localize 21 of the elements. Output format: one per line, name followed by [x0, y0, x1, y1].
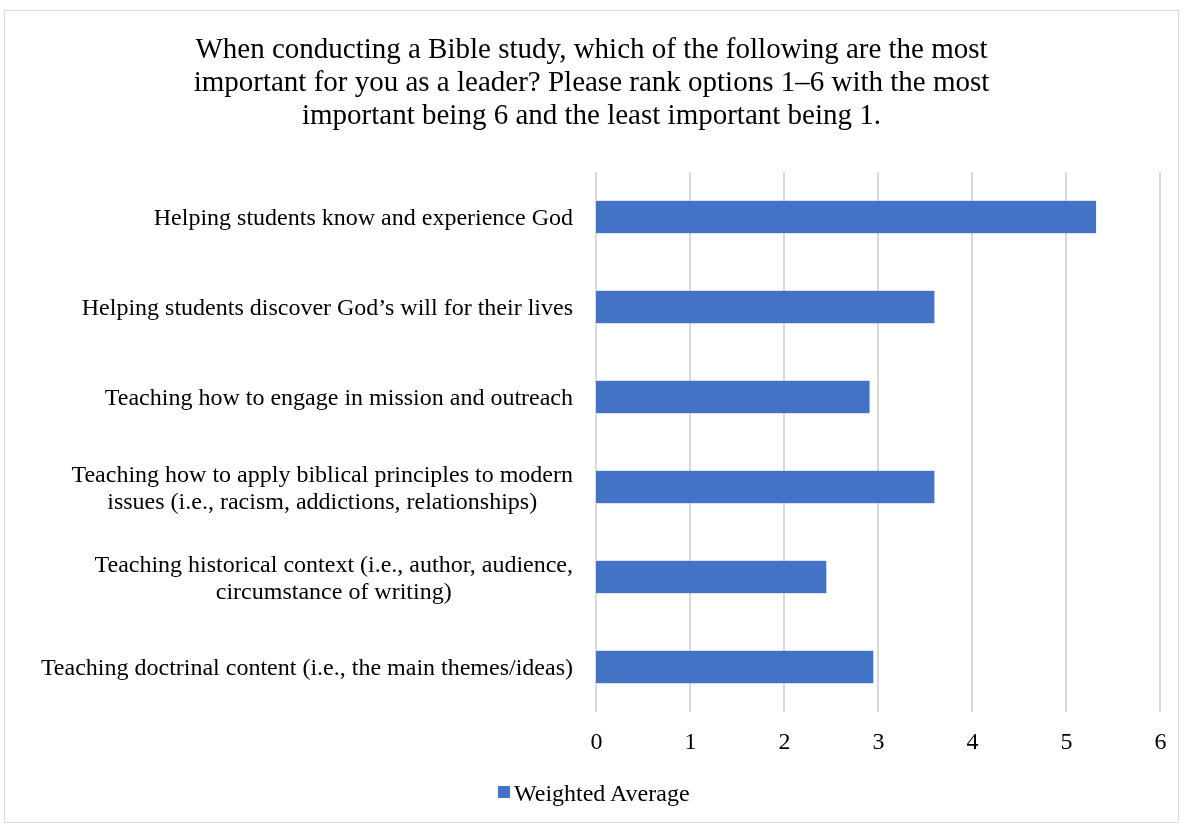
x-tick-label: 1 — [684, 728, 697, 755]
bar — [596, 380, 870, 414]
x-tick-label: 2 — [778, 728, 791, 755]
chart-title: When conducting a Bible study, which of the following are the most important for you as a leader? Please rank options 1–6 with the most important being 6 and the least important being 1. — [193, 32, 990, 130]
x-tick-label: 6 — [1154, 728, 1167, 755]
bar — [596, 470, 935, 504]
x-tick-label: 3 — [872, 728, 885, 755]
bar — [596, 200, 1097, 234]
x-tick-label: 4 — [966, 728, 979, 755]
x-tick-label: 0 — [590, 728, 603, 755]
y-tick-label: Helping students discover God’s will for their lives — [81, 294, 573, 320]
legend-label: Weighted Average — [514, 780, 690, 806]
x-tick-label: 5 — [1060, 728, 1073, 755]
y-tick-label: Teaching doctrinal content (i.e., the main themes/ideas) — [40, 654, 573, 680]
y-tick-label: Teaching how to apply biblical principles to modern issues (i.e., racism, addictions, relationships) — [71, 460, 573, 514]
y-tick-label: Teaching historical context (i.e., author, audience, circumstance of writing) — [94, 550, 573, 604]
bar — [596, 290, 935, 324]
bar — [596, 650, 874, 684]
y-tick-label: Teaching how to engage in mission and outreach — [104, 384, 573, 410]
y-tick-label: Helping students know and experience God — [153, 204, 573, 230]
bar — [596, 560, 827, 594]
